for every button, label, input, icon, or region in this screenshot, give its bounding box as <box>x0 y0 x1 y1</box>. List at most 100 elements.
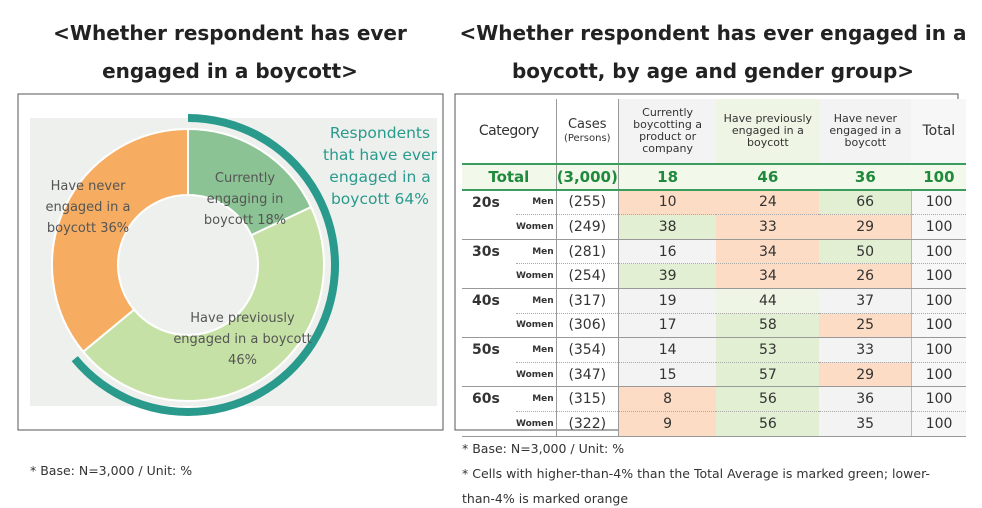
header-cell: Category <box>462 99 557 165</box>
value-cell: 53 <box>716 337 820 363</box>
slice-value: 36% <box>100 221 130 236</box>
value-cell: 36 <box>819 386 912 412</box>
total-value: 36 <box>819 164 912 191</box>
value-cell: 10 <box>618 189 717 216</box>
value-cell: 100 <box>910 386 967 412</box>
sex-label: Men <box>516 288 557 314</box>
cases: (306) <box>555 313 619 339</box>
slice-value: 46% <box>228 353 257 368</box>
data-row: Women (347) 15 57 29 100 <box>462 362 967 388</box>
value-cell: 29 <box>819 362 912 388</box>
cases: (315) <box>555 386 619 412</box>
sex-label: Women <box>516 362 557 388</box>
value-cell: 37 <box>819 288 912 314</box>
slice-label: Have never engaged in a boycott 36% <box>40 176 136 239</box>
value-cell: 24 <box>716 189 820 216</box>
value-cell: 100 <box>910 313 967 339</box>
header-cell: Total <box>911 99 967 165</box>
value-cell: 100 <box>910 214 967 240</box>
value-cell: 100 <box>910 189 967 216</box>
cases: (347) <box>555 362 619 388</box>
right-note: * Cells with higher-than-4% than the Tot… <box>462 466 930 506</box>
slice-label: Have previously engaged in a boycott 46% <box>170 308 315 371</box>
total-value: 46 <box>716 164 820 191</box>
value-cell: 8 <box>618 386 717 412</box>
slice-label: Currently engaging in boycott 18% <box>200 168 290 231</box>
group-label: 40s <box>462 288 516 339</box>
header-cell: Have never engaged in a boycott <box>819 99 912 165</box>
data-row: 50s Men (354) 14 53 33 100 <box>462 337 967 388</box>
data-row: 60s Men (315) 8 56 36 100 <box>462 386 967 437</box>
cases: (354) <box>555 337 619 363</box>
value-cell: 100 <box>910 288 967 314</box>
sex-label: Men <box>516 189 557 216</box>
cases: (249) <box>555 214 619 240</box>
left-title: <Whether respondent has ever engaged in … <box>53 21 407 83</box>
slice-category: Have never engaged in a boycott <box>45 179 131 236</box>
sex-label: Women <box>516 214 557 240</box>
value-cell: 15 <box>618 362 717 388</box>
value-cell: 58 <box>716 313 820 339</box>
donut-slice <box>81 205 325 402</box>
total-value: 18 <box>618 164 717 191</box>
value-cell: 100 <box>910 362 967 388</box>
value-cell: 44 <box>716 288 820 314</box>
value-cell: 19 <box>618 288 717 314</box>
left-frame <box>17 93 444 431</box>
right-note: * Base: N=3,000 / Unit: % <box>462 441 625 456</box>
header-cell: Cases (Persons) <box>555 99 619 165</box>
sex-label: Women <box>516 313 557 339</box>
data-row: 40s Men (317) 19 44 37 100 <box>462 288 967 339</box>
value-cell: 57 <box>716 362 820 388</box>
total-label: Total <box>462 164 557 191</box>
value-cell: 38 <box>618 214 717 240</box>
group-label: 60s <box>462 386 516 437</box>
value-cell: 25 <box>819 313 912 339</box>
value-cell: 17 <box>618 313 717 339</box>
sex-label: Women <box>516 411 557 437</box>
header-text: Cases <box>567 117 607 132</box>
cases: (317) <box>555 288 619 314</box>
value-cell: 34 <box>716 239 820 265</box>
group-label: 50s <box>462 337 516 388</box>
donut-slice <box>51 127 189 354</box>
cases: (322) <box>555 411 619 437</box>
value-cell: 9 <box>618 411 717 437</box>
annotation: Respondents that have ever engaged in a … <box>323 124 437 208</box>
sex-label: Men <box>516 337 557 363</box>
sex-label: Men <box>516 239 557 265</box>
group-label: 30s <box>462 239 516 289</box>
header-cell: Have previously engaged in a boycott <box>716 99 820 165</box>
value-cell: 100 <box>910 239 967 265</box>
sex-label: Men <box>516 386 557 412</box>
value-cell: 50 <box>819 239 912 265</box>
value-cell: 39 <box>618 263 717 289</box>
value-cell: 16 <box>618 239 717 265</box>
value-cell: 100 <box>910 337 967 363</box>
right-title: <Whether respondent has ever engaged in … <box>459 21 967 83</box>
right-notes: * Base: N=3,000 / Unit: % * Cells with hi… <box>462 436 942 508</box>
slice-category: Currently engaging in boycott <box>203 171 284 228</box>
data-row: Women (249) 38 33 29 100 <box>462 214 967 240</box>
group-label: 20s <box>462 189 516 240</box>
value-cell: 35 <box>819 411 912 437</box>
value-cell: 100 <box>910 263 967 289</box>
value-cell: 29 <box>819 214 912 240</box>
data-table: Category Cases (Persons) Currently boycotti… <box>462 99 967 437</box>
cases: (281) <box>555 239 619 265</box>
data-row: 30s Men (281) 16 34 50 100 <box>462 239 967 289</box>
value-cell: 56 <box>716 411 820 437</box>
value-cell: 56 <box>716 386 820 412</box>
data-row: Women (306) 17 58 25 100 <box>462 313 967 339</box>
cases: (254) <box>555 263 619 289</box>
value-cell: 66 <box>819 189 912 216</box>
value-cell: 33 <box>716 214 820 240</box>
data-row: Women (254) 39 34 26 100 <box>462 263 967 289</box>
slice-category: Have previously engaged in a boycott <box>173 311 312 347</box>
total-cases: (3,000) <box>555 164 619 191</box>
value-cell: 33 <box>819 337 912 363</box>
total-row: Total (3,000) 18 46 36 100 <box>462 164 967 191</box>
data-row: 20s Men (255) 10 24 66 100 <box>462 189 967 240</box>
